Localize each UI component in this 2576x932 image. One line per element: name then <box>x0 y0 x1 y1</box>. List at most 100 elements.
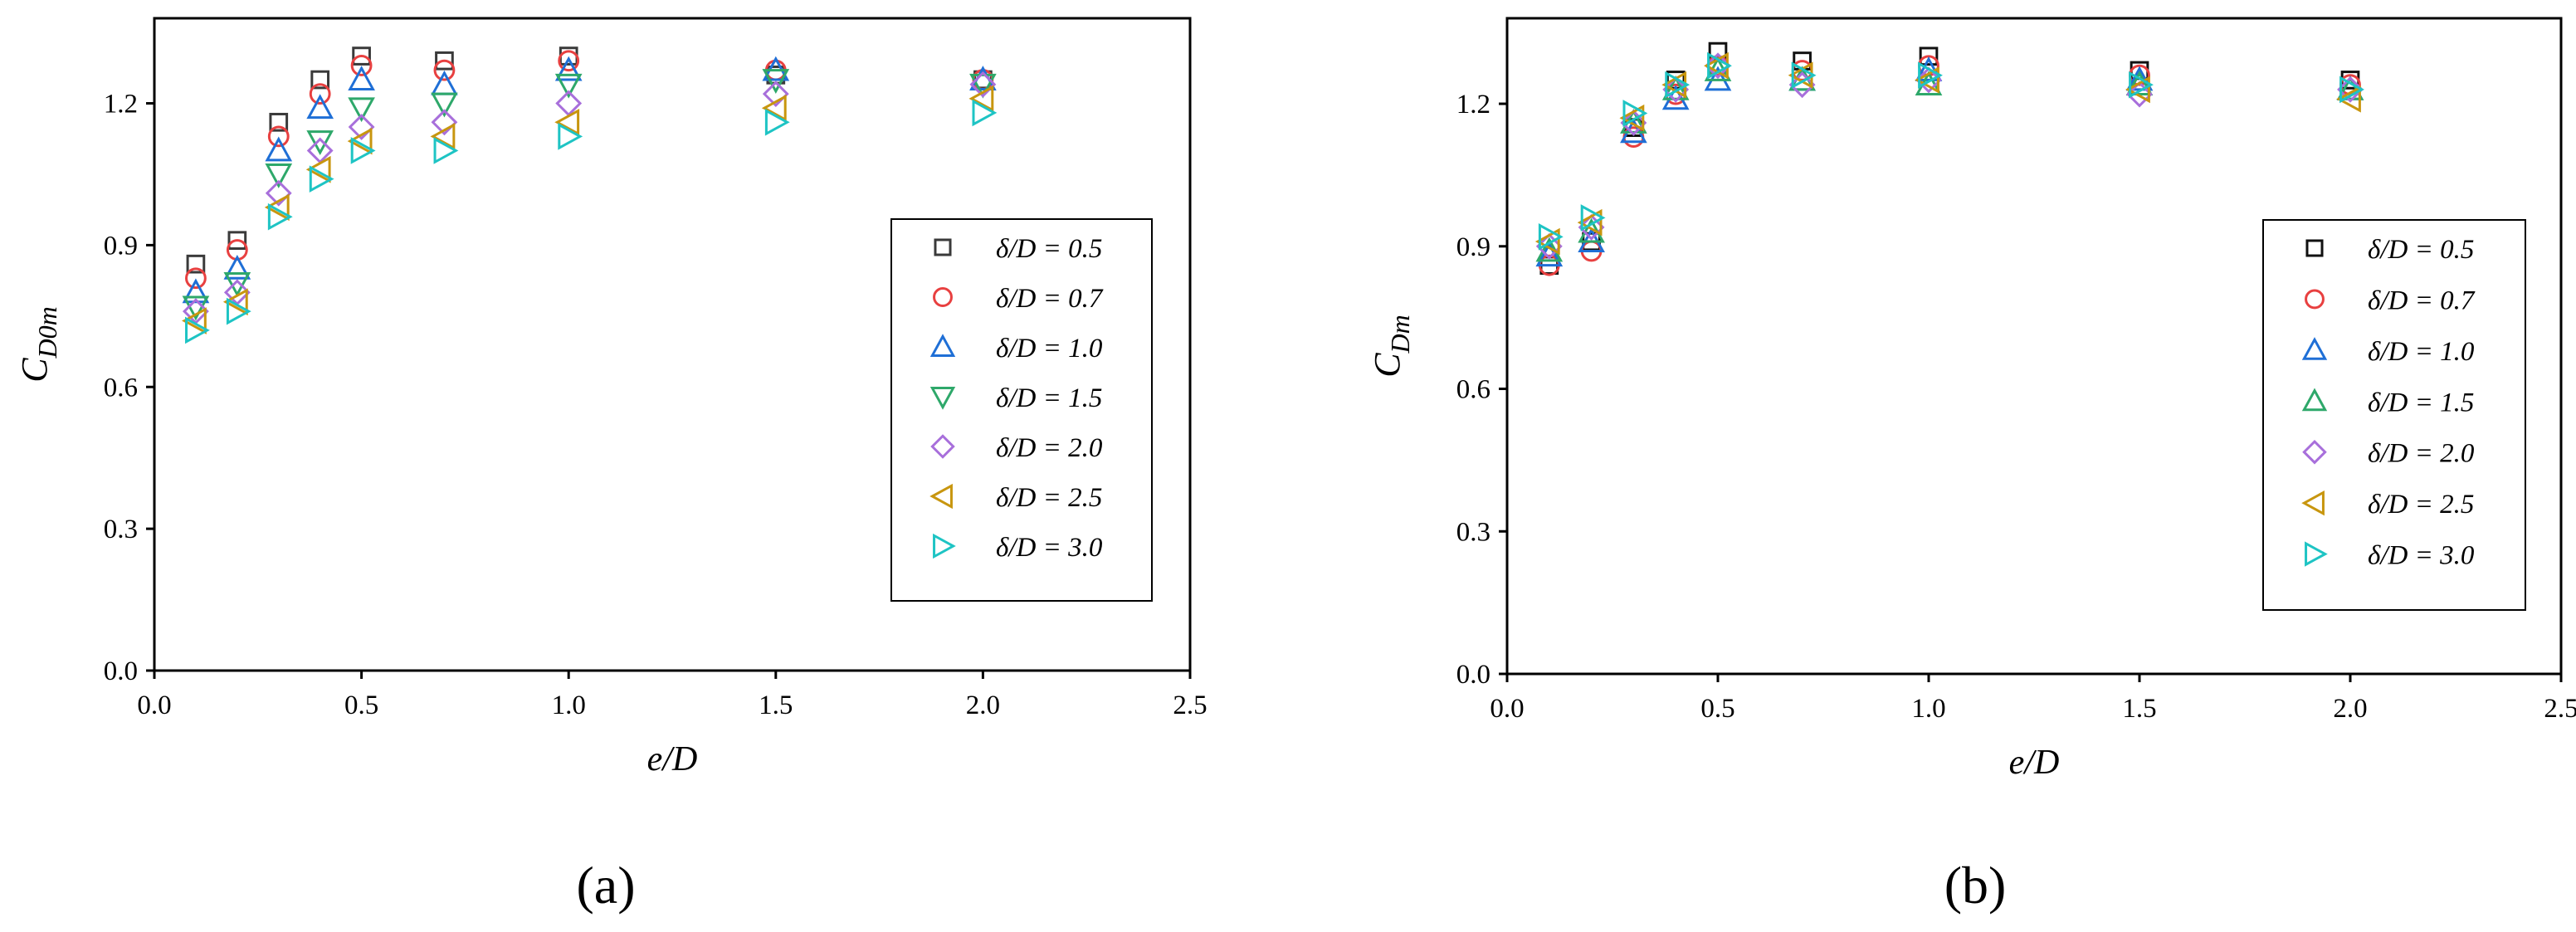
legend-label: δ/D = 3.0 <box>2368 541 2475 571</box>
legend-label: δ/D = 0.7 <box>2368 285 2476 315</box>
series-6 <box>1538 51 2364 251</box>
data-point <box>1535 242 1564 267</box>
data-point <box>310 70 330 90</box>
data-point <box>267 125 290 148</box>
legend-label: δ/D = 0.7 <box>996 284 1104 314</box>
series-6 <box>185 99 998 344</box>
x-tick-label: 0.5 <box>344 690 378 720</box>
x-tick-label: 2.5 <box>1173 690 1207 720</box>
data-points <box>181 46 998 344</box>
legend: δ/D = 0.5 δ/D = 0.7 δ/D = 1.0 δ/D = 1.5 δ/D … <box>890 218 1153 602</box>
data-point <box>2336 85 2361 113</box>
data-point <box>182 295 210 321</box>
series-2 <box>1535 56 2364 267</box>
series-4 <box>1535 52 2364 260</box>
data-point <box>433 137 459 164</box>
legend-marker <box>933 287 953 307</box>
legend-marker <box>929 483 953 510</box>
x-axis-label: e/D <box>647 740 698 778</box>
data-point <box>1918 61 1943 90</box>
data-point <box>554 108 580 136</box>
x-tick-label: 2.0 <box>966 690 1000 720</box>
data-point <box>265 163 293 188</box>
y-tick-label: 0.6 <box>104 373 138 403</box>
legend-marker <box>2305 239 2324 257</box>
legend-marker <box>929 334 956 357</box>
y-tick-label: 0.0 <box>104 656 138 686</box>
x-tick-label: 0.0 <box>137 690 171 720</box>
series-2 <box>182 56 997 304</box>
y-axis-label-subscript: D0m <box>32 306 62 359</box>
data-point <box>558 50 580 72</box>
x-tick-label: 2.5 <box>2544 694 2576 724</box>
legend-label: δ/D = 1.0 <box>2368 337 2475 367</box>
data-point <box>1788 71 1816 99</box>
legend-marker <box>934 238 952 256</box>
data-point <box>433 59 456 81</box>
data-point <box>2337 76 2364 103</box>
series-5 <box>181 85 994 334</box>
data-point <box>1665 71 1690 99</box>
legend-marker <box>2301 337 2328 360</box>
y-tick-label: 0.0 <box>1456 660 1490 690</box>
legend-label: δ/D = 1.0 <box>996 334 1103 364</box>
data-point <box>554 73 583 99</box>
legend-label: δ/D = 2.5 <box>2368 490 2474 520</box>
data-point <box>431 109 458 136</box>
y-axis-label: CD0m <box>14 306 62 383</box>
legend-marker <box>933 533 956 559</box>
data-point <box>554 56 583 81</box>
data-point <box>269 112 289 132</box>
plot-frame <box>153 17 1192 672</box>
data-point <box>1915 66 1939 94</box>
data-point <box>2339 76 2364 104</box>
legend: δ/D = 0.5 δ/D = 0.7 δ/D = 1.0 δ/D = 1.5 δ/D … <box>2262 219 2526 611</box>
legend-marker <box>2301 490 2325 516</box>
data-point <box>972 99 998 127</box>
data-point <box>350 55 373 76</box>
x-tick-label: 1.5 <box>2122 694 2156 724</box>
data-point <box>265 136 293 162</box>
legend-label: δ/D = 0.5 <box>2368 235 2474 265</box>
series-3 <box>1535 56 2364 262</box>
data-point <box>305 155 331 183</box>
data-point <box>352 46 371 66</box>
data-point <box>969 73 997 99</box>
data-point <box>558 123 583 150</box>
plot-frame <box>1505 17 2563 676</box>
data-point <box>968 85 994 113</box>
data-point <box>2129 71 2154 99</box>
x-tick-label: 0.0 <box>1490 694 1524 724</box>
y-tick-label: 0.9 <box>1456 232 1490 262</box>
data-point <box>2125 71 2154 96</box>
data-point <box>1919 46 1939 66</box>
y-tick-label: 0.9 <box>104 231 138 261</box>
data-point <box>2125 76 2150 104</box>
data-point <box>182 278 210 304</box>
x-axis-label: e/D <box>2009 744 2060 782</box>
y-axis-label: CDm <box>1367 315 1415 378</box>
data-point <box>1705 52 1731 80</box>
legend-marker <box>2301 388 2328 412</box>
data-point <box>223 254 251 280</box>
y-axis-label-subscript: Dm <box>1385 315 1415 354</box>
legend-marker <box>2302 439 2327 465</box>
data-point <box>762 81 789 108</box>
data-point <box>185 316 210 344</box>
data-point <box>1577 208 1603 237</box>
x-tick-label: 1.0 <box>1911 694 1945 724</box>
data-point <box>430 123 456 150</box>
data-point <box>1580 204 1606 232</box>
x-tick-label: 2.0 <box>2333 694 2367 724</box>
legend-marker <box>2305 289 2325 310</box>
data-point <box>306 130 334 156</box>
data-point <box>181 307 207 334</box>
y-tick-label: 1.2 <box>104 90 138 120</box>
data-point <box>226 297 251 325</box>
data-point <box>1791 61 1817 90</box>
data-point <box>1619 104 1645 132</box>
data-points <box>1534 41 2364 276</box>
series-1 <box>1538 55 2361 276</box>
y-axis-label-main: C <box>1367 353 1408 378</box>
